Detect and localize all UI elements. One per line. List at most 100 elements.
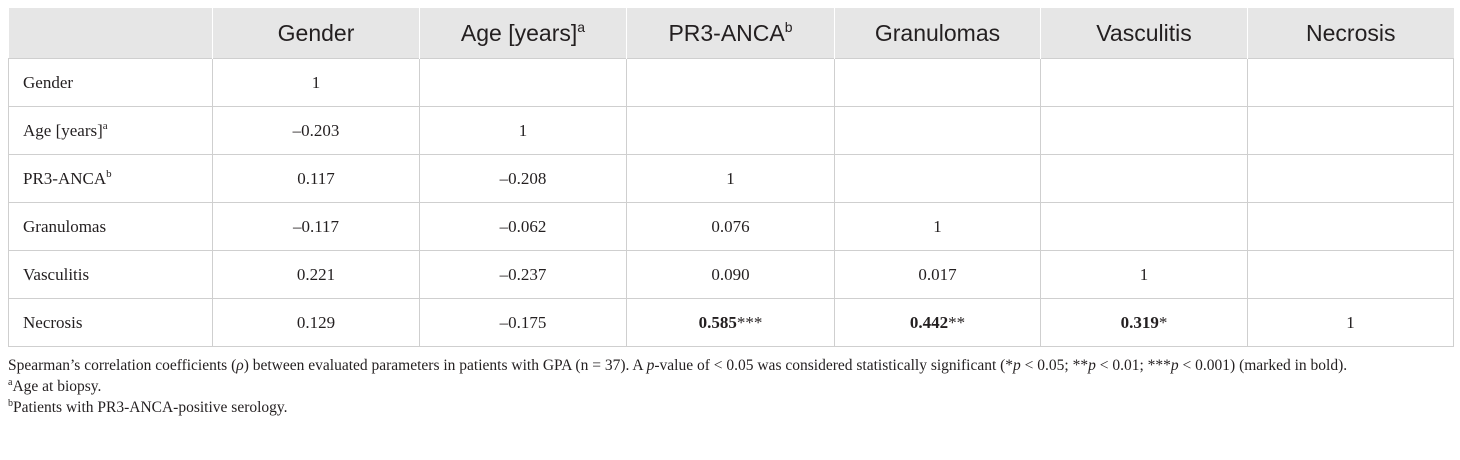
table-cell: 1: [1040, 250, 1248, 299]
header-cell-corner: [8, 8, 213, 59]
caption-text: < 0.05; **: [1020, 357, 1089, 374]
p-symbol: p: [1170, 357, 1179, 374]
table-cell: 1: [1247, 298, 1454, 347]
footnote-a: aAge at biopsy.: [8, 376, 1453, 397]
footnote-b: bPatients with PR3-ANCA-positive serolog…: [8, 397, 1453, 418]
table-cell: 1: [212, 58, 420, 107]
rho-symbol: ρ: [236, 357, 244, 374]
cell-value: 1: [518, 120, 528, 140]
column-header-label: Granulomas: [874, 19, 1001, 46]
table-cell: [1247, 154, 1454, 203]
table-cell: 0.129: [212, 298, 420, 347]
row-label: Age [years]a: [8, 106, 213, 155]
table-cell: 0.585***: [626, 298, 835, 347]
cell-value: 1: [933, 216, 942, 236]
table-cell: –0.175: [419, 298, 627, 347]
row-label-text: Necrosis: [23, 312, 83, 332]
column-header-label: Gender: [277, 19, 355, 46]
table-cell: [419, 58, 627, 107]
cell-value: –0.237: [499, 264, 547, 284]
table-cell: 0.319*: [1040, 298, 1248, 347]
table-cell: [1247, 250, 1454, 299]
table-cell: 1: [626, 154, 835, 203]
row-label: Necrosis: [8, 298, 213, 347]
table-cell: [626, 106, 835, 155]
table-cell: 0.117: [212, 154, 420, 203]
cell-value: –0.208: [499, 168, 547, 188]
table-cell: 0.442**: [834, 298, 1041, 347]
cell-value: 0.117: [297, 168, 335, 188]
column-header: Necrosis: [1247, 8, 1454, 59]
cell-value: 1: [1139, 264, 1149, 284]
correlation-table: Gender Age [years]a PR3-ANCAb Granulomas Vas…: [8, 8, 1454, 347]
cell-value: 0.319: [1120, 312, 1159, 332]
table-cell: [834, 58, 1041, 107]
table-cell: [834, 106, 1041, 155]
table-cell: 0.017: [834, 250, 1041, 299]
table-cell: [1247, 106, 1454, 155]
cell-value: 0.442: [909, 312, 949, 332]
table-cell: 0.090: [626, 250, 835, 299]
caption-text: -value of < 0.05 was considered statisti…: [654, 357, 1014, 374]
table-row: Age [years]a –0.203 1: [8, 106, 1454, 155]
cell-value: –0.175: [499, 312, 547, 332]
caption-text: < 0.01; ***: [1095, 357, 1171, 374]
table-row: Granulomas –0.117 –0.062 0.076 1: [8, 202, 1454, 251]
table-cell: [1247, 58, 1454, 107]
row-label: Gender: [8, 58, 213, 107]
footnote-marker: b: [784, 18, 793, 35]
column-header-label: Vasculitis: [1096, 19, 1192, 46]
cell-value: 0.221: [296, 264, 336, 284]
table-cell: –0.208: [419, 154, 627, 203]
cell-value: –0.117: [292, 216, 340, 236]
table-cell: [1040, 202, 1248, 251]
table-cell: [834, 154, 1041, 203]
table-body: Gender 1 Age [years]a –0.203 1 PR3-ANCAb 0.117…: [8, 58, 1454, 347]
column-header-label: Necrosis: [1306, 19, 1396, 46]
cell-value: 1: [1346, 312, 1355, 332]
table-cell: –0.062: [419, 202, 627, 251]
table-cell: [1247, 202, 1454, 251]
table-row: PR3-ANCAb 0.117 –0.208 1: [8, 154, 1454, 203]
column-header-label: Age [years]: [460, 19, 578, 46]
caption-text: < 0.001) (marked in bold).: [1178, 357, 1348, 374]
row-label-text: PR3-ANCA: [23, 168, 107, 188]
column-header-label: PR3-ANCA: [668, 19, 785, 46]
footnote-text: Patients with PR3-ANCA-positive serology…: [13, 399, 288, 416]
table-cell: [1040, 106, 1248, 155]
table-caption: Spearman’s correlation coefficients (ρ) …: [8, 355, 1453, 376]
column-header: Vasculitis: [1040, 8, 1248, 59]
row-label: Vasculitis: [8, 250, 213, 299]
footnote-marker: a: [102, 119, 108, 132]
table-cell: 0.221: [212, 250, 420, 299]
header-row: Gender Age [years]a PR3-ANCAb Granulomas Vas…: [8, 8, 1454, 59]
table-row: Necrosis 0.129 –0.175 0.585*** 0.442** 0.319*…: [8, 298, 1454, 347]
footnote-marker: b: [106, 167, 112, 180]
row-label-text: Gender: [23, 72, 74, 92]
p-symbol: p: [1088, 357, 1096, 374]
p-symbol: p: [646, 357, 655, 374]
table-cell: 1: [834, 202, 1041, 251]
column-header: Gender: [212, 8, 420, 59]
cell-value: 0.076: [711, 216, 750, 236]
table-cell: 0.076: [626, 202, 835, 251]
cell-value: –0.203: [292, 120, 340, 140]
table-cell: –0.117: [212, 202, 420, 251]
table-row: Gender 1: [8, 58, 1454, 107]
row-label: Granulomas: [8, 202, 213, 251]
footnote-text: Age at biopsy.: [12, 378, 102, 395]
row-label-text: Granulomas: [23, 216, 107, 236]
table-cell: –0.203: [212, 106, 420, 155]
cell-value: 0.090: [711, 264, 750, 284]
table-row: Vasculitis 0.221 –0.237 0.090 0.017 1: [8, 250, 1454, 299]
cell-value: 0.585: [698, 312, 737, 332]
significance-stars: ***: [736, 312, 763, 332]
p-symbol: p: [1013, 357, 1021, 374]
cell-value: –0.062: [499, 216, 547, 236]
cell-value: 0.129: [296, 312, 336, 332]
cell-value: 1: [311, 72, 321, 92]
caption-text: ) between evaluated parameters in patien…: [243, 357, 647, 374]
row-label-text: Vasculitis: [23, 264, 90, 284]
column-header: Age [years]a: [419, 8, 627, 59]
correlation-table-container: Gender Age [years]a PR3-ANCAb Granulomas Vas…: [8, 8, 1454, 347]
